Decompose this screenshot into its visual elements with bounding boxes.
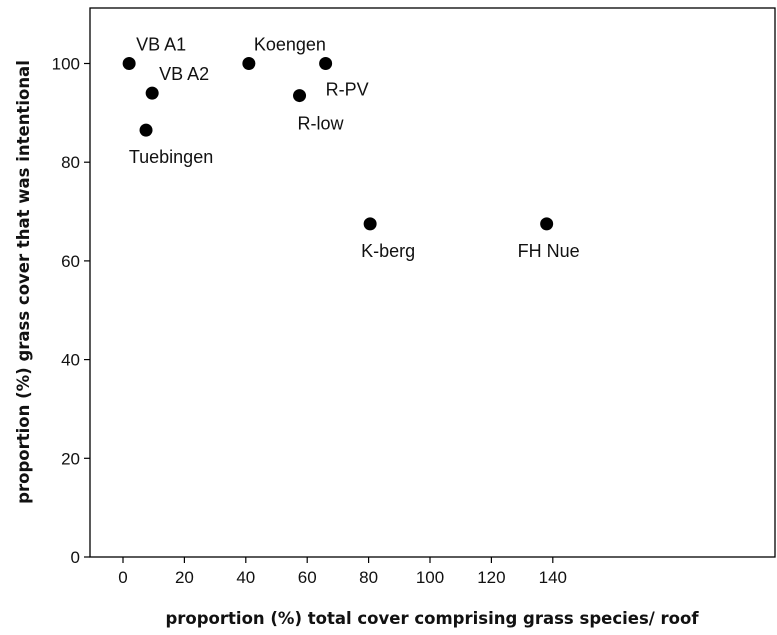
x-tick-label: 140 (539, 568, 567, 587)
point-label: R-low (298, 114, 345, 134)
y-tick-label: 0 (71, 548, 80, 567)
scatter-point (145, 86, 159, 100)
x-tick-label: 40 (236, 568, 255, 587)
x-tick-label: 100 (416, 568, 444, 587)
point-label: VB A2 (159, 64, 209, 84)
point-label: R-PV (326, 80, 369, 100)
y-tick-label: 80 (61, 153, 80, 172)
y-tick-label: 60 (61, 252, 80, 271)
y-tick-label: 20 (61, 449, 80, 468)
scatter-point (293, 89, 307, 103)
scatter-point (540, 217, 554, 231)
y-tick-label: 100 (52, 55, 80, 74)
scatter-point (139, 123, 153, 137)
y-tick-label: 40 (61, 351, 80, 370)
x-tick-label: 80 (359, 568, 378, 587)
scatter-point (363, 217, 377, 231)
data-points: VB A1 VB A2 Tuebingen Koengen R-low R-PV K-ber… (122, 35, 580, 261)
plot-frame (89, 7, 776, 558)
point-label: Tuebingen (129, 147, 213, 167)
y-axis: 0 20 40 60 80 100 (52, 55, 90, 567)
x-axis: 0 20 40 60 80 100 120 140 (118, 557, 567, 587)
y-axis-title: proportion (%) grass cover that was inte… (14, 60, 33, 504)
x-tick-label: 20 (175, 568, 194, 587)
scatter-point (122, 57, 136, 70)
x-tick-label: 0 (118, 568, 127, 587)
point-label: FH Nue (518, 241, 580, 261)
scatter-point (319, 57, 333, 70)
point-label: Koengen (254, 35, 326, 55)
point-label: K-berg (361, 241, 415, 261)
x-axis-title: proportion (%) total cover comprising gr… (165, 609, 699, 628)
point-label: VB A1 (136, 35, 186, 55)
x-tick-label: 60 (298, 568, 317, 587)
scatter-point (242, 57, 256, 70)
x-tick-label: 120 (477, 568, 505, 587)
